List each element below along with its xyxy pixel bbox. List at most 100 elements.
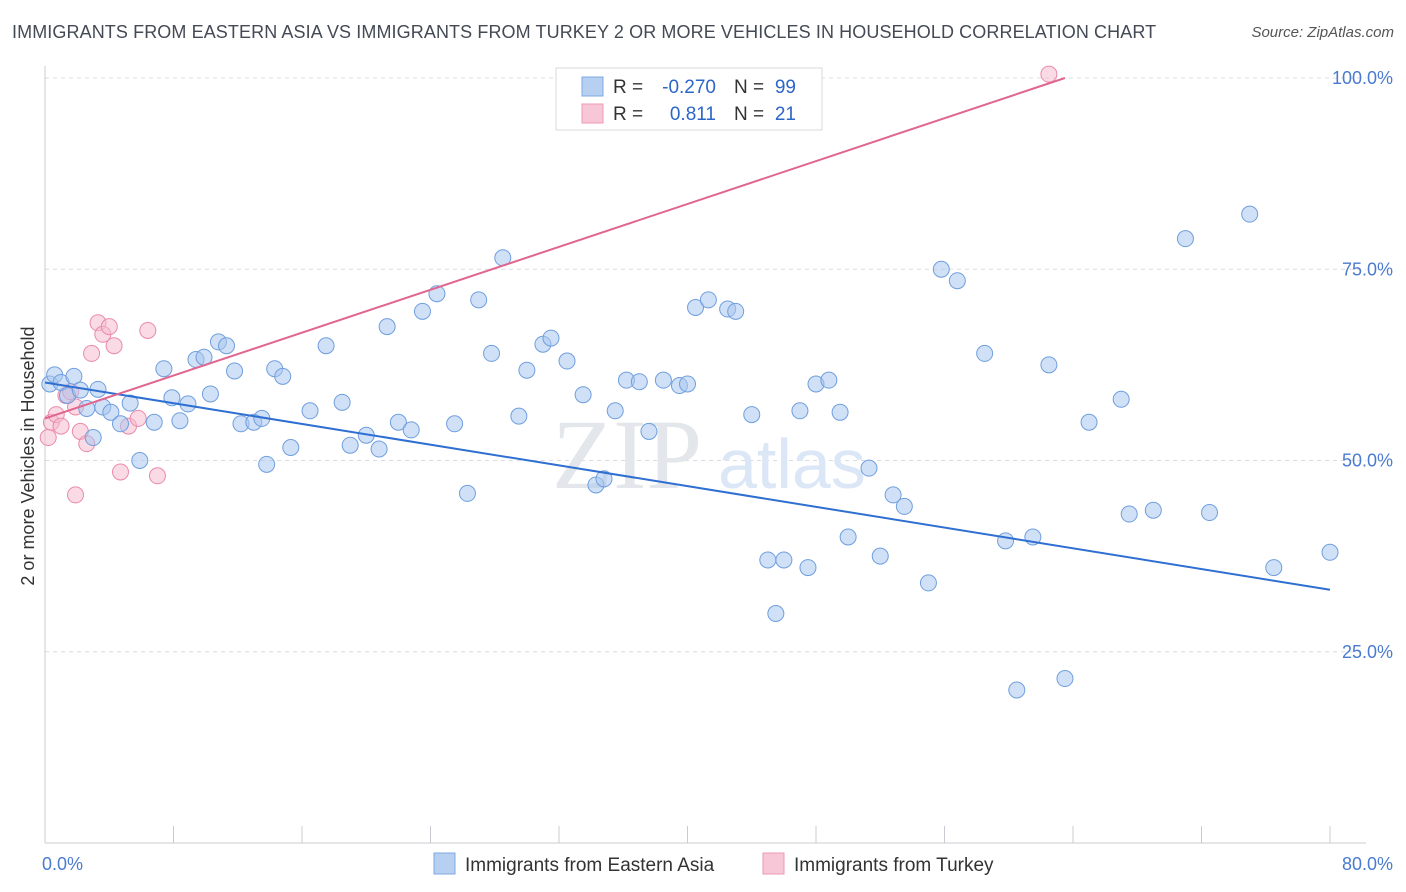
data-point-eastern-asia [282, 438, 300, 456]
data-point-eastern-asia [884, 486, 902, 504]
data-point-eastern-asia [932, 260, 950, 278]
y-axis-label: 2 or more Vehicles in Household [18, 326, 38, 585]
stats-legend: R = -0.270 N = 99 R = 0.811 N = 21 [555, 67, 823, 131]
legend-turkey: Immigrants from Turkey [794, 855, 994, 876]
data-point-eastern-asia [595, 470, 613, 488]
data-point-eastern-asia [997, 532, 1015, 550]
data-point-eastern-asia [510, 407, 528, 425]
data-point-eastern-asia [458, 484, 476, 502]
data-point-eastern-asia [1080, 413, 1098, 431]
data-point-eastern-asia [1241, 205, 1259, 223]
series-legend: Immigrants from Eastern Asia Immigrants … [433, 852, 994, 876]
pink-n-value: 21 [775, 104, 796, 125]
data-point-eastern-asia [341, 436, 359, 454]
data-point-eastern-asia [1040, 356, 1058, 374]
data-point-eastern-asia [65, 367, 83, 385]
data-point-turkey [139, 321, 157, 339]
data-point-eastern-asia [446, 415, 464, 433]
x-tick-label: 80.0% [1342, 854, 1393, 874]
trend-line-eastern-asia [44, 381, 1331, 591]
data-point-eastern-asia [1008, 681, 1026, 699]
y-tick-label: 25.0% [1342, 642, 1393, 662]
data-point-eastern-asia [226, 362, 244, 380]
data-point-turkey [111, 463, 129, 481]
data-point-eastern-asia [111, 415, 129, 433]
data-point-eastern-asia [630, 373, 648, 391]
data-point-eastern-asia [258, 455, 276, 473]
data-point-eastern-asia [84, 429, 102, 447]
data-point-eastern-asia [470, 291, 488, 309]
data-point-eastern-asia [1120, 505, 1138, 523]
data-point-turkey [67, 486, 85, 504]
data-point-eastern-asia [558, 352, 576, 370]
data-point-eastern-asia [402, 421, 420, 439]
data-point-turkey [52, 417, 70, 435]
axes [44, 66, 1366, 844]
pink-swatch [581, 103, 604, 124]
data-point-eastern-asia [919, 574, 937, 592]
data-point-eastern-asia [155, 360, 173, 378]
watermark: ZIP atlas [552, 399, 866, 510]
pink-r-value: 0.811 [670, 104, 716, 125]
data-point-eastern-asia [1201, 504, 1219, 522]
blue-n-label: N = [734, 77, 764, 98]
data-point-eastern-asia [895, 497, 913, 515]
pink-n-label: N = [734, 104, 764, 125]
data-point-eastern-asia [131, 452, 149, 469]
trend-lines [44, 77, 1331, 591]
y-tick-label: 75.0% [1342, 259, 1393, 279]
data-point-turkey [105, 337, 123, 355]
data-point-eastern-asia [413, 302, 431, 320]
blue-swatch [581, 76, 604, 97]
data-point-eastern-asia [1056, 670, 1074, 688]
data-point-eastern-asia [171, 412, 189, 430]
data-point-eastern-asia [574, 386, 592, 404]
data-point-eastern-asia [871, 547, 889, 565]
data-point-turkey [1040, 65, 1058, 83]
watermark-zip: ZIP [552, 399, 702, 510]
data-point-eastern-asia [145, 413, 163, 431]
legend-eastern-asia: Immigrants from Eastern Asia [465, 855, 715, 876]
trend-line-turkey [44, 77, 1066, 420]
blue-n-value: 99 [775, 77, 796, 98]
data-point-eastern-asia [483, 344, 501, 362]
data-point-eastern-asia [820, 371, 838, 389]
data-point-eastern-asia [389, 413, 407, 431]
data-point-eastern-asia [699, 291, 717, 309]
data-point-turkey [39, 429, 57, 447]
data-point-eastern-asia [759, 551, 777, 569]
data-point-eastern-asia [1144, 501, 1162, 519]
legend-blue-swatch [433, 852, 456, 875]
y-tick-label: 100.0% [1332, 68, 1393, 88]
data-point-eastern-asia [727, 302, 745, 320]
data-point-eastern-asia [948, 272, 966, 290]
data-point-eastern-asia [317, 337, 335, 355]
blue-r-label: R = [613, 77, 643, 98]
data-point-eastern-asia [121, 394, 139, 412]
data-point-eastern-asia [71, 381, 89, 399]
data-point-eastern-asia [839, 528, 857, 546]
x-tick-label: 0.0% [42, 854, 83, 874]
y-tick-label: 50.0% [1342, 451, 1393, 471]
data-point-turkey [100, 318, 118, 336]
data-point-eastern-asia [679, 375, 696, 393]
legend-pink-swatch [762, 852, 785, 875]
series-eastern-asia [41, 205, 1339, 699]
data-point-eastern-asia [274, 367, 292, 385]
data-point-turkey [83, 344, 101, 362]
data-point-eastern-asia [333, 393, 351, 411]
data-point-eastern-asia [370, 440, 388, 458]
grid-lines [45, 77, 1366, 653]
chart-title: IMMIGRANTS FROM EASTERN ASIA VS IMMIGRAN… [12, 22, 1157, 42]
data-point-eastern-asia [860, 459, 878, 477]
data-point-eastern-asia [218, 337, 236, 355]
data-point-eastern-asia [640, 422, 658, 440]
data-point-eastern-asia [687, 299, 705, 316]
data-point-eastern-asia [378, 318, 396, 336]
data-point-eastern-asia [1321, 543, 1339, 561]
data-point-turkey [148, 467, 166, 485]
data-point-eastern-asia [1176, 230, 1194, 248]
data-point-eastern-asia [201, 385, 219, 403]
data-point-eastern-asia [1112, 390, 1130, 408]
